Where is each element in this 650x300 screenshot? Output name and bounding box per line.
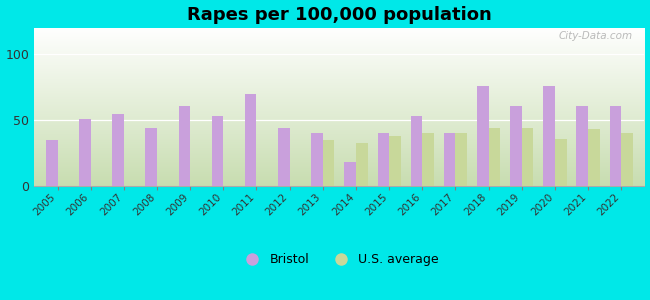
- Bar: [79, 119, 90, 186]
- Bar: [621, 133, 633, 186]
- Bar: [522, 128, 534, 186]
- Bar: [555, 139, 567, 186]
- Bar: [489, 128, 500, 186]
- Bar: [577, 106, 588, 186]
- Bar: [46, 140, 57, 186]
- Bar: [610, 106, 621, 186]
- Bar: [411, 116, 422, 186]
- Bar: [510, 106, 522, 186]
- Bar: [456, 133, 467, 186]
- Legend: Bristol, U.S. average: Bristol, U.S. average: [235, 248, 444, 272]
- Bar: [146, 128, 157, 186]
- Bar: [588, 129, 600, 186]
- Bar: [389, 136, 400, 186]
- Bar: [323, 140, 334, 186]
- Bar: [212, 116, 224, 186]
- Bar: [344, 162, 356, 186]
- Bar: [112, 113, 124, 186]
- Bar: [444, 133, 456, 186]
- Bar: [179, 106, 190, 186]
- Bar: [543, 86, 555, 186]
- Bar: [245, 94, 257, 186]
- Bar: [311, 133, 323, 186]
- Bar: [422, 133, 434, 186]
- Bar: [356, 142, 367, 186]
- Bar: [278, 128, 290, 186]
- Bar: [477, 86, 489, 186]
- Bar: [378, 133, 389, 186]
- Text: City-Data.com: City-Data.com: [558, 31, 632, 41]
- Title: Rapes per 100,000 population: Rapes per 100,000 population: [187, 6, 492, 24]
